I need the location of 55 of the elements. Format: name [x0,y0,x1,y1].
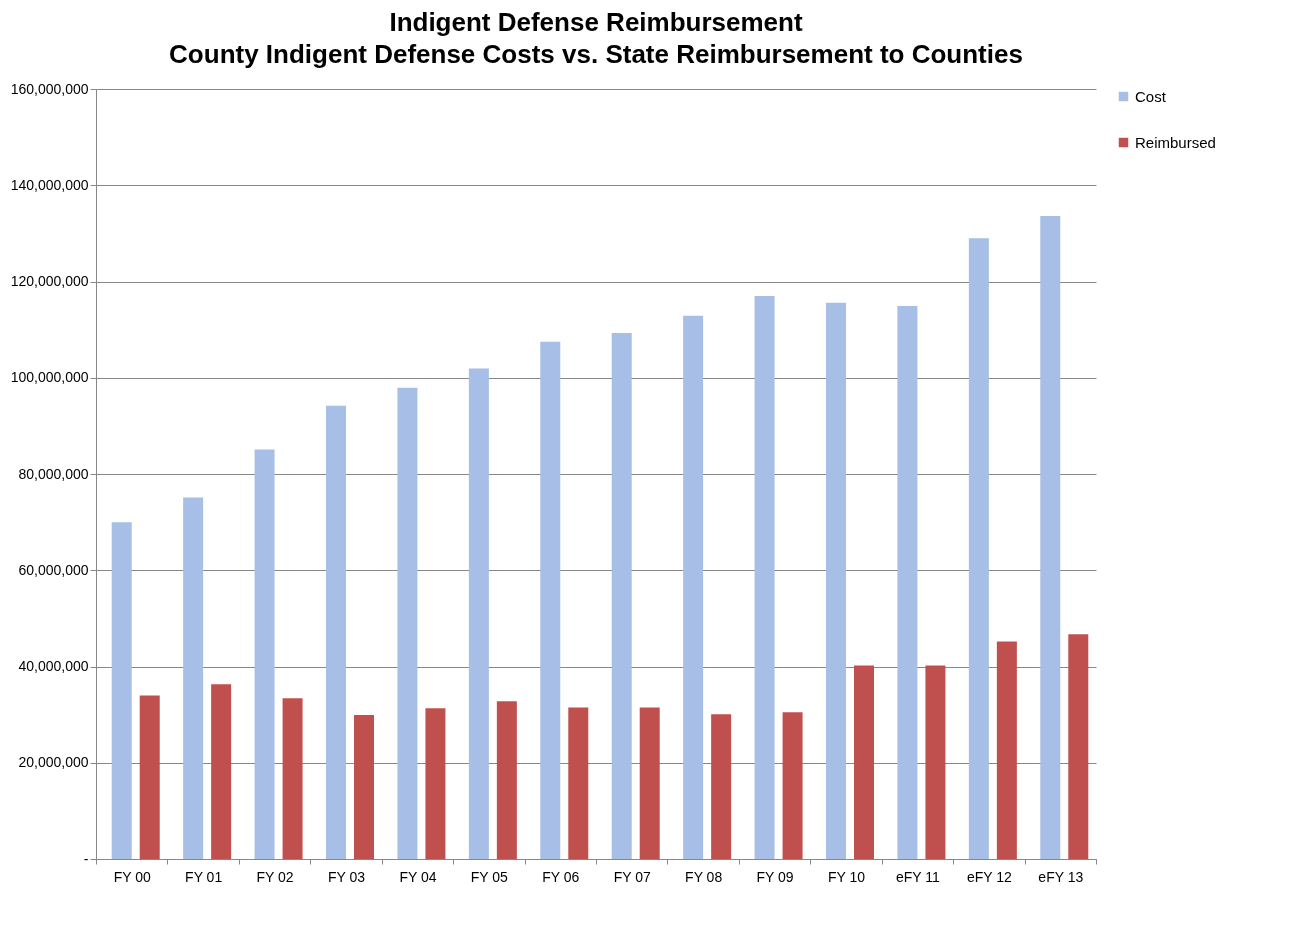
y-tick-label: - [83,850,89,867]
bar [496,701,517,859]
legend-label: Cost [1135,87,1167,105]
x-tick-label: FY 02 [256,868,294,885]
bar [397,387,418,859]
bar [1068,634,1089,859]
bar [568,707,589,859]
bar [282,698,303,859]
bar [211,684,232,859]
x-tick-label: eFY 12 [966,868,1013,885]
x-tick-label: FY 07 [613,868,651,885]
x-tick-label: eFY 13 [1038,868,1084,885]
bar [111,522,132,859]
x-tick-label: FY 06 [542,868,580,885]
bar [996,641,1017,859]
bar [826,302,846,859]
chart-subtitle: County Indigent Defense Costs vs. State Reimbursement to Counties [169,39,1023,69]
bar [354,715,374,859]
y-tick-label: 160,000,000 [10,80,89,97]
bar [254,449,275,859]
x-tick-label: FY 04 [399,868,437,885]
y-tick-label: 120,000,000 [10,273,89,289]
x-tick-label: FY 05 [470,868,509,885]
bar [897,306,918,859]
y-tick-label: 100,000,000 [10,369,89,386]
bar [468,368,489,859]
bar [326,405,346,859]
x-tick-label: FY 03 [327,868,366,885]
bar [183,497,204,859]
bar [711,714,732,859]
y-tick-label: 60,000,000 [18,561,89,578]
x-tick-label: FY 10 [827,868,866,885]
bar [611,332,632,859]
bar [683,315,704,859]
bar [968,238,989,859]
x-tick-label: FY 09 [756,868,794,885]
bar [540,341,561,859]
bar [782,712,803,859]
bar [139,695,160,859]
chart-title: Indigent Defense Reimbursement [389,7,803,37]
bar [754,295,775,859]
y-tick-label: 20,000,000 [18,754,89,771]
y-tick-label: 40,000,000 [18,658,89,674]
bar [639,707,660,859]
bar [854,665,874,859]
x-tick-label: FY 00 [113,868,151,885]
bar [925,665,946,859]
bar [425,708,446,859]
bar [1040,216,1061,859]
x-tick-label: FY 01 [185,868,223,885]
y-tick-label: 80,000,000 [18,465,89,482]
x-tick-label: FY 08 [685,868,723,885]
y-tick-label: 140,000,000 [10,176,89,193]
x-tick-label: eFY 11 [896,868,941,885]
legend-label: Reimbursed [1135,133,1216,151]
